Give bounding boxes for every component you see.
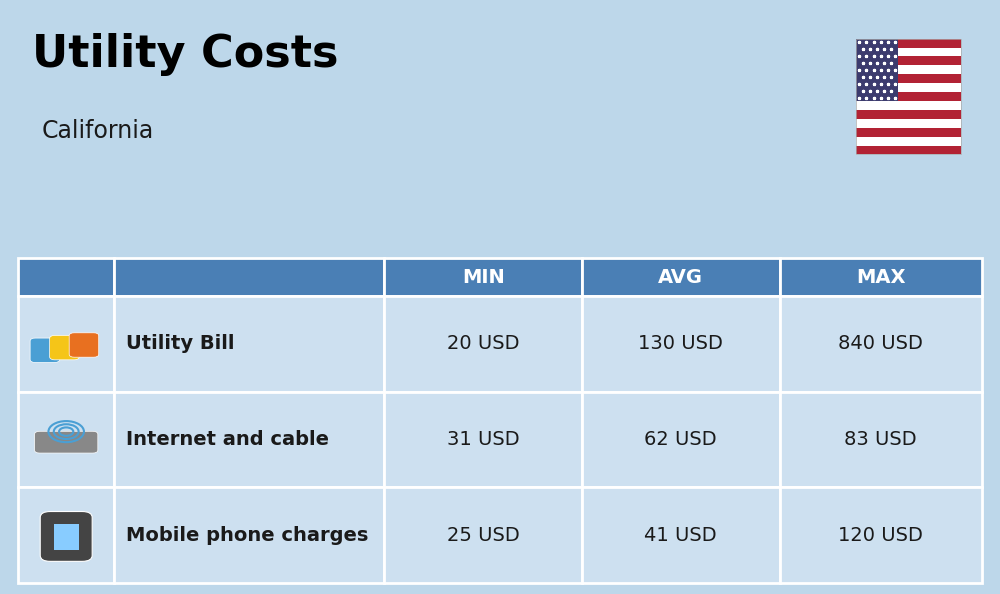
Text: 120 USD: 120 USD: [838, 526, 923, 545]
Bar: [856, 39, 961, 48]
Text: 840 USD: 840 USD: [838, 334, 923, 353]
Text: 83 USD: 83 USD: [844, 430, 917, 449]
Bar: [18, 391, 114, 488]
Text: MIN: MIN: [462, 267, 505, 286]
Bar: [856, 39, 898, 101]
FancyBboxPatch shape: [35, 431, 98, 453]
Text: 130 USD: 130 USD: [638, 334, 723, 353]
Text: 25 USD: 25 USD: [447, 526, 520, 545]
Bar: [114, 258, 384, 296]
FancyBboxPatch shape: [40, 511, 92, 561]
Text: Internet and cable: Internet and cable: [126, 430, 329, 449]
Text: Utility Bill: Utility Bill: [126, 334, 235, 353]
Bar: [856, 146, 961, 154]
FancyBboxPatch shape: [54, 524, 79, 550]
Bar: [856, 74, 961, 83]
Bar: [780, 258, 982, 296]
Bar: [18, 258, 114, 296]
Bar: [856, 56, 961, 65]
Bar: [582, 258, 780, 296]
Text: 62 USD: 62 USD: [644, 430, 717, 449]
Bar: [856, 137, 961, 146]
Bar: [856, 48, 961, 56]
FancyBboxPatch shape: [30, 338, 60, 362]
Bar: [856, 119, 961, 128]
Text: Utility Costs: Utility Costs: [32, 33, 338, 75]
Bar: [384, 258, 582, 296]
Text: 20 USD: 20 USD: [447, 334, 519, 353]
Bar: [856, 110, 961, 119]
Text: Mobile phone charges: Mobile phone charges: [126, 526, 369, 545]
Bar: [856, 128, 961, 137]
Bar: [856, 65, 961, 74]
FancyBboxPatch shape: [69, 333, 99, 357]
Bar: [18, 296, 114, 391]
Bar: [856, 92, 961, 101]
FancyBboxPatch shape: [50, 336, 79, 360]
Bar: [18, 488, 114, 583]
Bar: [856, 83, 961, 92]
Text: 41 USD: 41 USD: [644, 526, 717, 545]
Text: 31 USD: 31 USD: [447, 430, 519, 449]
Text: California: California: [42, 119, 154, 143]
Bar: [856, 101, 961, 110]
Text: AVG: AVG: [658, 267, 703, 286]
Text: MAX: MAX: [856, 267, 906, 286]
